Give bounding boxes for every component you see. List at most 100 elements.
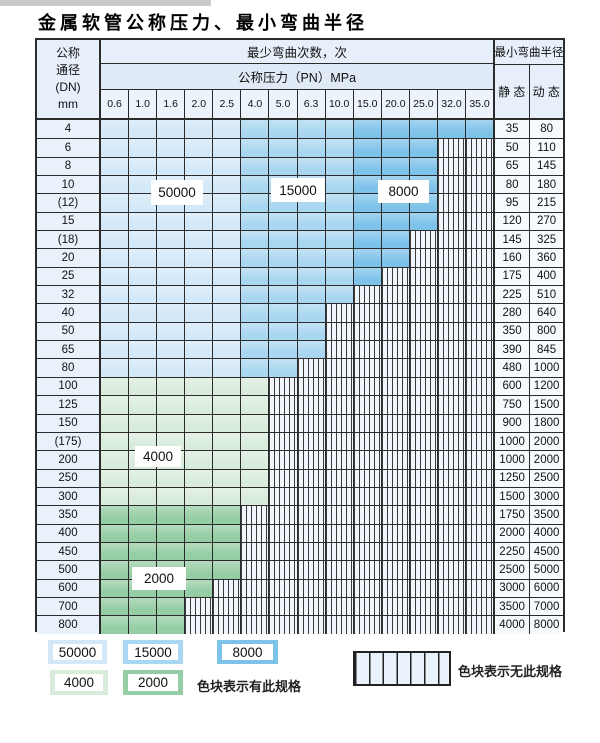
spec-cell <box>268 248 297 267</box>
no-spec-cell <box>465 156 494 176</box>
table-row: 32 225 510 <box>37 285 564 304</box>
spec-cell <box>128 376 157 396</box>
spec-cell <box>156 285 185 304</box>
spec-cell <box>268 303 297 322</box>
spec-cell <box>212 138 241 157</box>
dynamic-radius-cell: 325 <box>529 230 564 249</box>
spec-cell <box>184 523 213 542</box>
no-spec-cell <box>352 376 381 396</box>
no-spec-cell <box>465 248 494 267</box>
legend-swatch-15000: 15000 <box>123 640 183 664</box>
spec-cell <box>240 285 269 304</box>
no-spec-cell <box>268 431 297 451</box>
table-row: 50 350 800 <box>37 321 564 341</box>
spec-cell <box>212 358 241 377</box>
no-spec-cell <box>465 138 494 157</box>
spec-cell <box>296 230 325 249</box>
pressure-values-row: 0.6 1.0 1.6 2.0 2.5 4.0 5.0 6.3 10.0 15.0 20.0 25.0… <box>101 88 494 118</box>
spec-cell <box>212 156 241 176</box>
table-row: 100 600 1200 <box>37 376 564 396</box>
spec-cell <box>156 138 185 157</box>
dynamic-radius-cell: 2500 <box>529 468 564 487</box>
spec-cell <box>156 596 185 616</box>
no-spec-cell <box>408 560 437 579</box>
legend-swatch-8000-label: 8000 <box>222 644 273 660</box>
no-spec-cell <box>268 596 297 616</box>
legend-swatch-50000-label: 50000 <box>53 644 102 660</box>
spec-cell <box>128 303 157 322</box>
no-spec-cell <box>408 523 437 542</box>
static-radius-cell: 350 <box>493 321 530 341</box>
no-spec-cell <box>465 541 494 561</box>
legend-swatch-50000: 50000 <box>48 640 107 664</box>
no-spec-cell <box>212 615 241 634</box>
no-spec-cell <box>380 413 409 432</box>
no-spec-cell <box>268 505 297 524</box>
spec-cell <box>99 596 129 616</box>
no-spec-cell <box>408 376 437 396</box>
spec-cell <box>156 505 185 524</box>
no-spec-cell <box>268 560 297 579</box>
static-dynamic-header-row: 静 态 动 态 <box>495 64 563 118</box>
no-spec-cell <box>436 156 466 176</box>
no-spec-cell <box>380 303 409 322</box>
dn-cell: 80 <box>37 358 99 377</box>
no-spec-cell <box>352 578 381 597</box>
dn-cell: 32 <box>37 285 99 304</box>
spec-cell <box>184 211 213 231</box>
no-spec-cell <box>380 541 409 561</box>
no-spec-cell <box>184 596 213 616</box>
spec-cell <box>99 376 129 396</box>
spec-cell <box>296 138 325 157</box>
spec-cell <box>184 450 213 469</box>
spec-cell <box>156 230 185 249</box>
static-radius-cell: 280 <box>493 303 530 322</box>
cycles-header-section: 最少弯曲次数，次 公称压力（PN）MPa 0.6 1.0 1.6 2.0 2.5 4.0 5… <box>99 40 494 118</box>
no-spec-cell <box>240 523 269 542</box>
pressure-column-header: 15.0 <box>352 89 381 118</box>
spec-cell <box>324 175 353 194</box>
spec-cell <box>352 138 381 157</box>
no-spec-cell <box>380 376 409 396</box>
dn-cell: (12) <box>37 193 99 212</box>
spec-cell <box>352 266 381 286</box>
spec-cell <box>99 211 129 231</box>
static-radius-cell: 120 <box>493 211 530 231</box>
static-radius-cell: 600 <box>493 376 530 396</box>
spec-cell <box>296 248 325 267</box>
spec-cell <box>240 376 269 396</box>
no-spec-cell <box>465 468 494 487</box>
spec-cell <box>99 468 129 487</box>
spec-cell <box>465 120 494 139</box>
no-spec-cell <box>268 413 297 432</box>
no-spec-cell <box>324 523 353 542</box>
spec-cell <box>184 321 213 341</box>
spec-cell <box>156 248 185 267</box>
spec-cell <box>380 248 409 267</box>
spec-cell <box>212 193 241 212</box>
pressure-header: 公称压力（PN）MPa <box>101 63 493 89</box>
no-spec-cell <box>465 578 494 597</box>
spec-cell <box>156 431 185 451</box>
pressure-column-header: 1.0 <box>128 89 157 118</box>
legend-swatch-15000-label: 15000 <box>128 644 178 660</box>
spec-cell <box>128 615 157 634</box>
no-spec-cell <box>436 523 466 542</box>
pressure-column-header: 0.6 <box>101 89 129 118</box>
spec-cell <box>128 321 157 341</box>
diameter-line-3: (DN) <box>55 80 81 94</box>
spec-cell <box>156 340 185 359</box>
dn-cell: (175) <box>37 431 99 451</box>
table-row: 250 1250 2500 <box>37 468 564 487</box>
pressure-column-header: 1.6 <box>156 89 185 118</box>
spec-cell <box>184 505 213 524</box>
no-spec-cell <box>268 541 297 561</box>
no-spec-cell <box>324 321 353 341</box>
pressure-column-header: 5.0 <box>268 89 297 118</box>
spec-cell <box>268 285 297 304</box>
spec-cell <box>268 340 297 359</box>
spec-cell <box>184 413 213 432</box>
spec-cell <box>240 340 269 359</box>
dynamic-radius-cell: 400 <box>529 266 564 286</box>
spec-cell <box>99 450 129 469</box>
